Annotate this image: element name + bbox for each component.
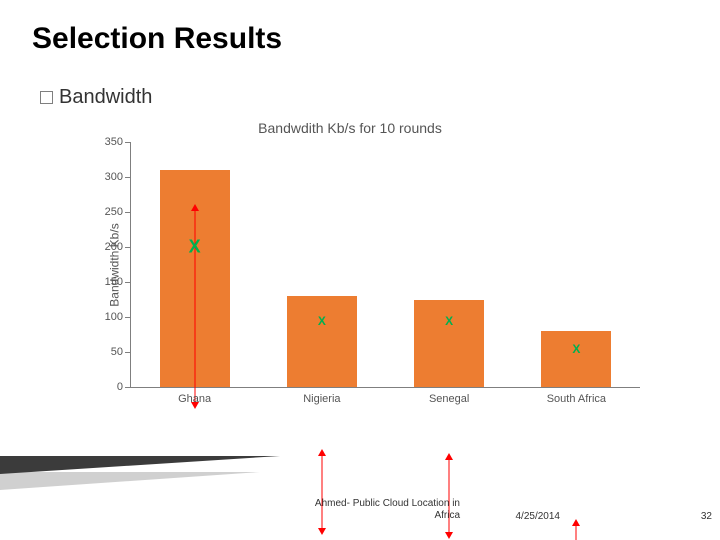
footer-page-number: 32 <box>701 511 712 522</box>
y-tick-label: 100 <box>105 311 123 323</box>
x-mark: X <box>318 314 326 328</box>
y-tick <box>125 247 131 248</box>
y-tick-label: 250 <box>105 206 123 218</box>
category-label: Senegal <box>429 393 469 405</box>
bullet-row: Bandwidth <box>40 86 152 109</box>
page-title: Selection Results <box>32 22 282 56</box>
category-label: South Africa <box>547 393 606 405</box>
y-tick <box>125 212 131 213</box>
chart-title: Bandwdith Kb/s for 10 rounds <box>60 120 640 136</box>
x-mark: X <box>572 342 580 356</box>
slide: { "title": { "text": "Selection Results"… <box>0 0 720 540</box>
bar <box>541 331 611 387</box>
y-tick-label: 300 <box>105 171 123 183</box>
x-mark: X <box>189 237 201 258</box>
bar <box>287 296 357 387</box>
bar <box>160 170 230 387</box>
y-tick <box>125 177 131 178</box>
chart-ylabel: Bandwidth Kb/s <box>108 223 122 306</box>
y-tick-label: 350 <box>105 136 123 148</box>
footer-date: 4/25/2014 <box>516 511 561 522</box>
y-tick <box>125 317 131 318</box>
x-mark: X <box>445 314 453 328</box>
footer: Ahmed- Public Cloud Location in Africa 4… <box>0 482 720 522</box>
y-tick-label: 150 <box>105 276 123 288</box>
bandwidth-chart: Bandwdith Kb/s for 10 rounds Bandwidth K… <box>60 120 640 440</box>
y-tick <box>125 387 131 388</box>
bullet-icon <box>40 91 53 104</box>
footer-credit-line1: Ahmed- Public Cloud Location in <box>315 498 460 509</box>
y-tick <box>125 142 131 143</box>
y-tick <box>125 282 131 283</box>
footer-credit-line2: Africa <box>434 510 460 521</box>
y-tick-label: 0 <box>117 381 123 393</box>
bullet-text: Bandwidth <box>59 86 152 109</box>
y-tick <box>125 352 131 353</box>
y-tick-label: 50 <box>111 346 123 358</box>
y-tick-label: 200 <box>105 241 123 253</box>
chart-plot-area: Bandwidth Kb/s 050100150200250300350XGha… <box>130 142 640 388</box>
category-label: Nigieria <box>303 393 340 405</box>
footer-credit: Ahmed- Public Cloud Location in Africa <box>240 498 460 522</box>
category-label: Ghana <box>178 393 211 405</box>
